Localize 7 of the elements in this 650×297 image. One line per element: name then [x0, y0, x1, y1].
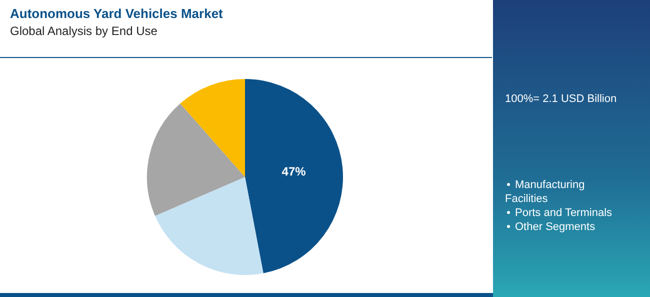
- text: Other Segments: [515, 221, 596, 233]
- text: Ports and Terminals: [515, 207, 612, 219]
- text: Manufacturing Facilities: [505, 179, 585, 205]
- chart-title: Autonomous Yard Vehicles Market: [10, 6, 223, 21]
- data-label: 47%: [282, 164, 306, 179]
- chart-subtitle: Global Analysis by End Use: [10, 24, 158, 38]
- text: 100%= 2.1 USD Billion: [505, 93, 617, 105]
